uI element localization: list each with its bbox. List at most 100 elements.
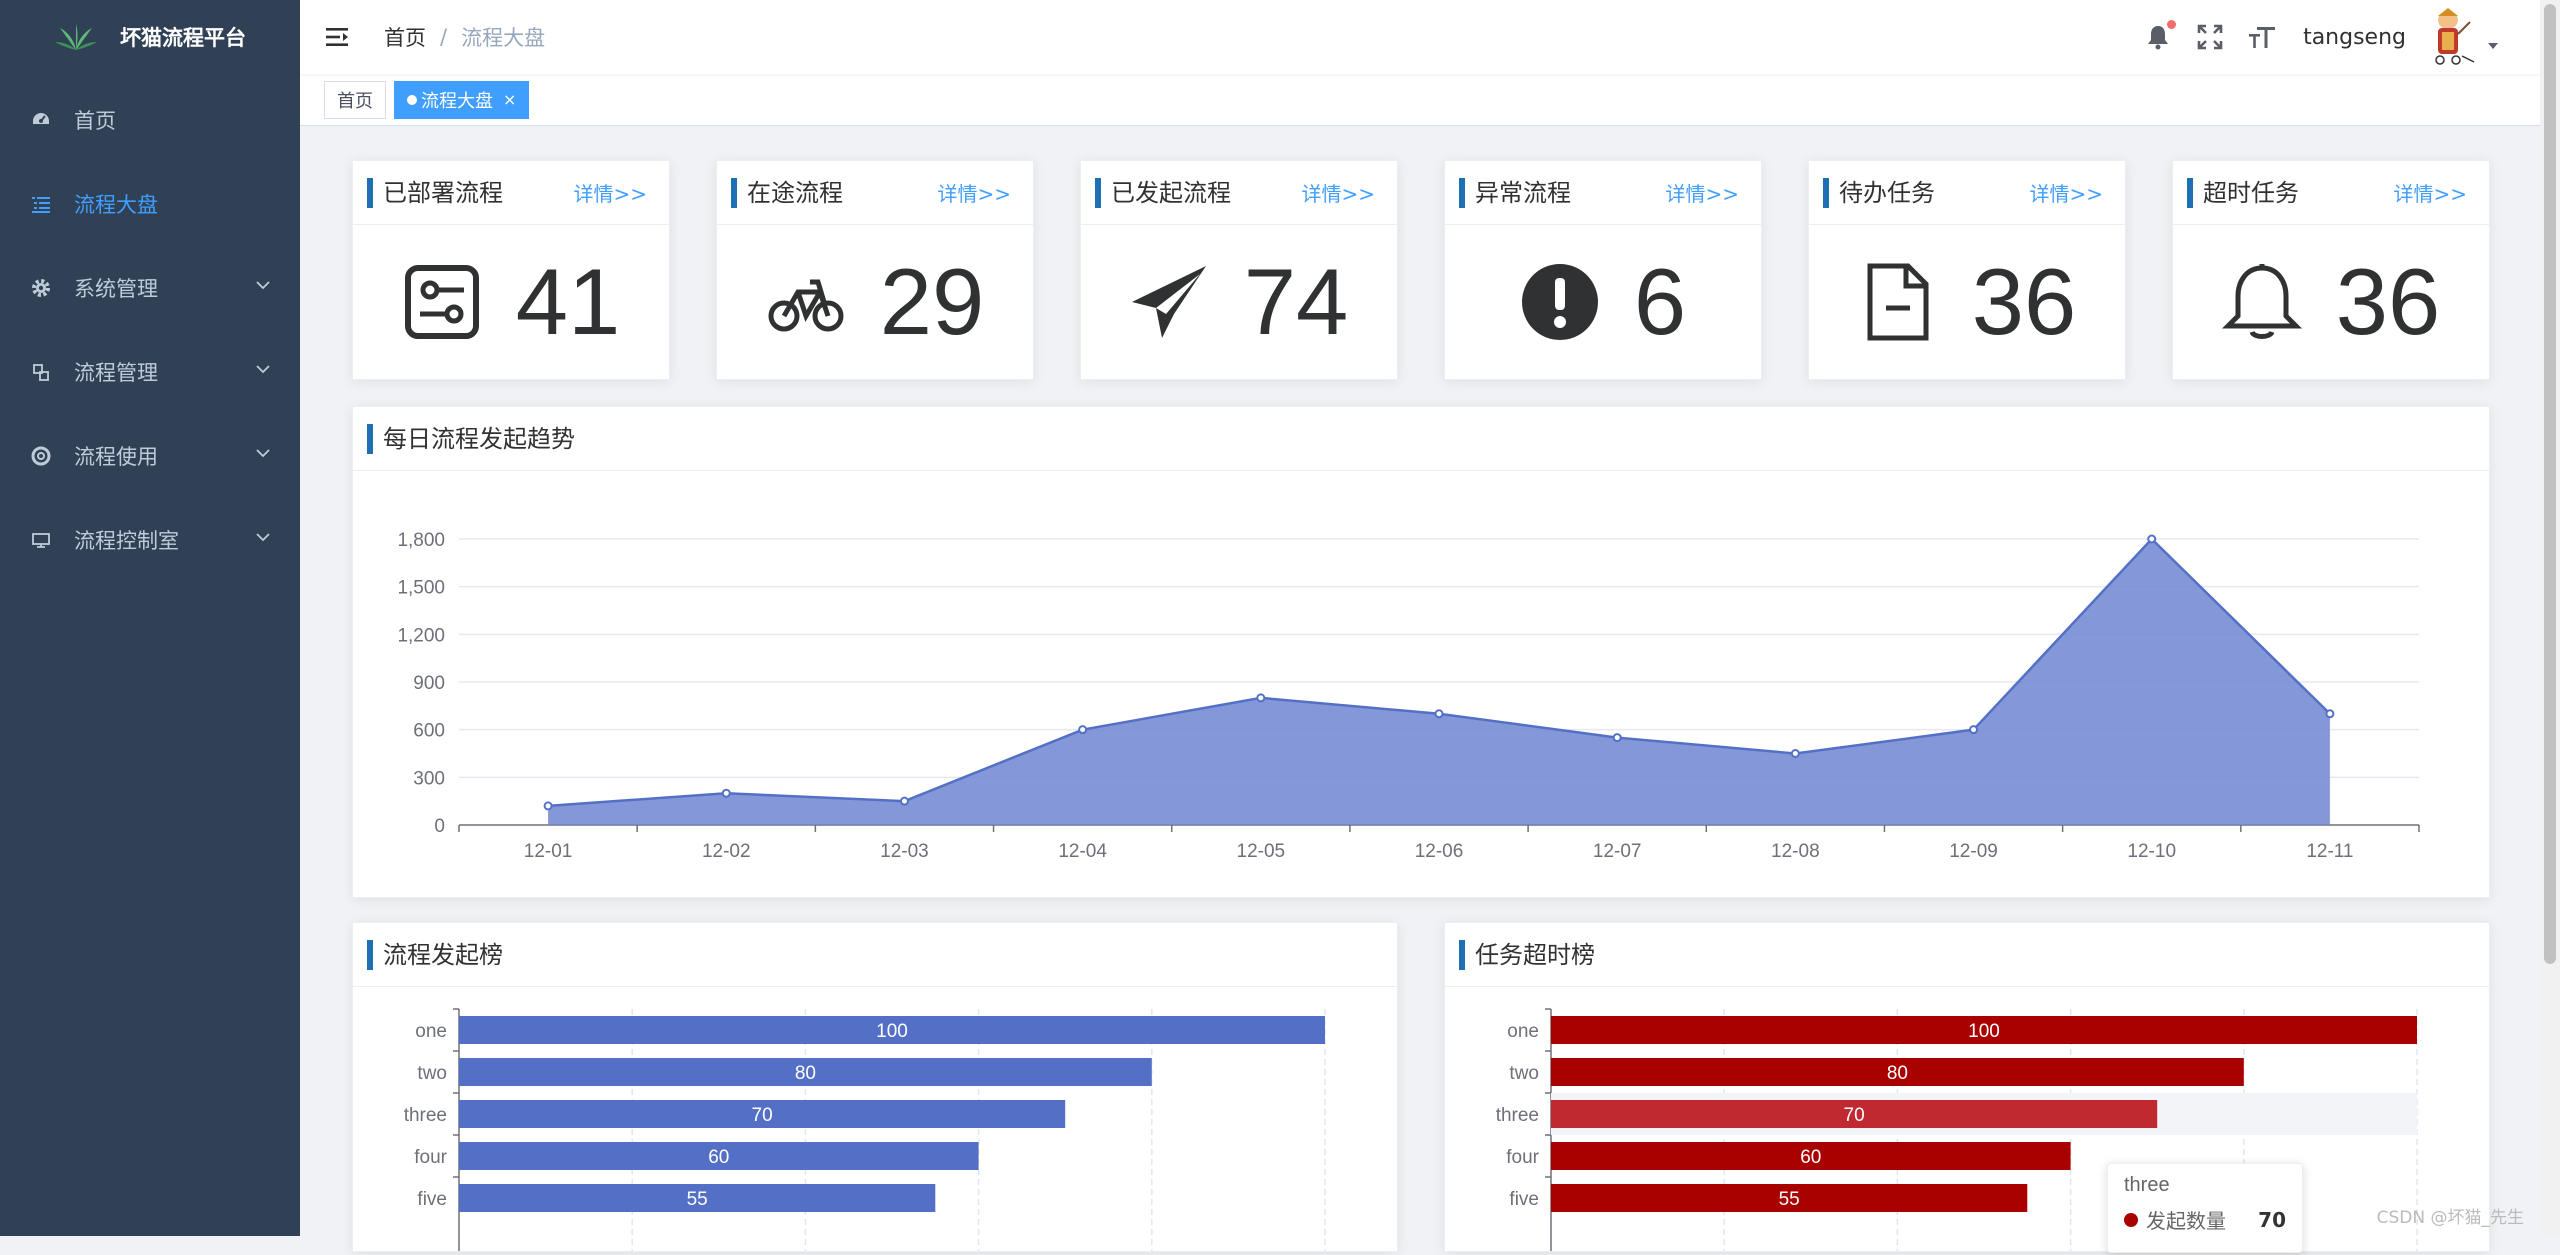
x-tick-label: 12-01 bbox=[524, 841, 573, 862]
y-tick-label: 1,800 bbox=[397, 530, 445, 551]
close-icon[interactable]: × bbox=[503, 90, 517, 109]
tag-dashboard[interactable]: 流程大盘 × bbox=[394, 80, 530, 119]
bar bbox=[1551, 1058, 2244, 1086]
y-tick-label: three bbox=[404, 1105, 447, 1126]
chevron-down-icon bbox=[256, 281, 270, 290]
data-point bbox=[1612, 733, 1622, 743]
caret-down-icon[interactable] bbox=[2486, 41, 2500, 51]
username[interactable]: tangseng bbox=[2303, 24, 2406, 50]
x-tick-label: 12-05 bbox=[1237, 841, 1286, 862]
card-title: 流程发起榜 bbox=[367, 939, 503, 970]
detail-link[interactable]: 详情>> bbox=[2393, 182, 2467, 206]
bar bbox=[1551, 1016, 2417, 1044]
detail-link[interactable]: 详情>> bbox=[937, 182, 1011, 206]
detail-link[interactable]: 详情>> bbox=[1665, 182, 1739, 206]
y-tick-label: two bbox=[417, 1063, 447, 1084]
avatar[interactable] bbox=[2418, 6, 2478, 68]
rank-start-chart: one 100 two 80 three 70 four 60 five 55 bbox=[404, 1008, 1326, 1251]
lifebuoy-icon bbox=[30, 445, 52, 467]
bar-value-label: 80 bbox=[795, 1063, 816, 1084]
data-point bbox=[1969, 725, 1979, 735]
trend-chart: 0 300 600 900 1,200 1,500 1,800 12-01 12-02 12-03… bbox=[397, 530, 2420, 862]
rank-start-card: 流程发起榜 one 100 two 80 three 70 four 60 five 55 bbox=[352, 922, 1398, 1252]
bell-icon[interactable] bbox=[2143, 20, 2177, 52]
sidebar-item-home[interactable]: 首页 bbox=[0, 78, 300, 162]
monitor-icon bbox=[30, 529, 52, 551]
stat-card: 异常流程 详情>> 6 bbox=[1444, 160, 1762, 380]
bar bbox=[459, 1016, 1325, 1044]
y-tick-label: four bbox=[414, 1147, 447, 1168]
bar bbox=[459, 1142, 979, 1170]
sidebar-item-label: 首页 bbox=[74, 109, 116, 133]
fullscreen-icon[interactable] bbox=[2195, 22, 2225, 52]
breadcrumb-home[interactable]: 首页 bbox=[384, 26, 426, 50]
tooltip-series: 发起数量 bbox=[2146, 1209, 2226, 1233]
sidebar: 坏猫流程平台 首页 流程大盘 系统管理 流程管理 bbox=[0, 0, 300, 1236]
logo[interactable]: 坏猫流程平台 bbox=[0, 0, 300, 74]
detail-link[interactable]: 详情>> bbox=[2029, 182, 2103, 206]
tooltip-marker bbox=[2124, 1212, 2138, 1227]
chevron-down-icon bbox=[256, 449, 270, 458]
breadcrumb: 首页 / 流程大盘 bbox=[384, 22, 545, 52]
data-point bbox=[2147, 534, 2157, 544]
bar-value-label: 80 bbox=[1887, 1063, 1908, 1084]
stat-card: 在途流程 详情>> 29 bbox=[716, 160, 1034, 380]
scrollbar-thumb[interactable] bbox=[2544, 4, 2556, 964]
y-tick-label: 1,500 bbox=[397, 578, 445, 599]
stat-value: 29 bbox=[879, 249, 985, 354]
sidebar-item-label: 流程使用 bbox=[74, 445, 158, 469]
breadcrumb-separator: / bbox=[440, 25, 448, 49]
stat-card: 超时任务 详情>> 36 bbox=[2172, 160, 2490, 380]
settings-panel-icon bbox=[404, 265, 479, 339]
x-tick-label: 12-04 bbox=[1058, 841, 1107, 862]
stat-value: 36 bbox=[1971, 249, 2077, 354]
tag-home[interactable]: 首页 bbox=[324, 80, 386, 119]
y-tick-label: 600 bbox=[413, 721, 445, 742]
sidebar-item-dashboard[interactable]: 流程大盘 bbox=[0, 162, 300, 246]
chevron-down-icon bbox=[256, 533, 270, 542]
dashboard-icon bbox=[30, 109, 52, 131]
data-point bbox=[721, 788, 731, 798]
sidebar-item-label: 流程控制室 bbox=[74, 529, 179, 553]
sidebar-item-process-use[interactable]: 流程使用 bbox=[0, 414, 300, 498]
hamburger-icon[interactable] bbox=[326, 26, 350, 48]
card-title: 待办任务 bbox=[1823, 177, 1935, 208]
bar-value-label: 70 bbox=[1844, 1105, 1865, 1126]
scrollbar[interactable] bbox=[2540, 0, 2560, 1236]
bar bbox=[1551, 1142, 2071, 1170]
y-tick-label: one bbox=[1507, 1021, 1539, 1042]
bar-value-label: 70 bbox=[752, 1105, 773, 1126]
bar bbox=[459, 1100, 1066, 1128]
stat-card: 待办任务 详情>> 36 bbox=[1808, 160, 2126, 380]
document-icon bbox=[1867, 263, 1929, 341]
x-tick-label: 12-08 bbox=[1771, 841, 1820, 862]
sidebar-item-label: 系统管理 bbox=[74, 277, 158, 301]
detail-link[interactable]: 详情>> bbox=[1301, 182, 1375, 206]
x-tick-label: 12-02 bbox=[702, 841, 751, 862]
bar bbox=[459, 1058, 1152, 1086]
tooltip-category: three bbox=[2124, 1174, 2170, 1196]
sidebar-item-system[interactable]: 系统管理 bbox=[0, 246, 300, 330]
flow-icon bbox=[30, 361, 52, 383]
detail-link[interactable]: 详情>> bbox=[573, 182, 647, 206]
y-tick-label: 1,200 bbox=[397, 625, 445, 646]
leaf-logo-icon bbox=[55, 24, 97, 50]
sidebar-item-label: 流程管理 bbox=[74, 361, 158, 385]
bar-value-label: 55 bbox=[687, 1189, 708, 1210]
navbar: 首页 / 流程大盘 tangseng bbox=[300, 0, 2540, 74]
stat-value: 6 bbox=[1633, 249, 1687, 354]
data-point bbox=[1256, 693, 1266, 703]
x-tick-label: 12-07 bbox=[1593, 841, 1642, 862]
stat-value: 36 bbox=[2335, 249, 2441, 354]
sidebar-item-process-manage[interactable]: 流程管理 bbox=[0, 330, 300, 414]
data-point bbox=[2325, 709, 2335, 719]
exclamation-icon bbox=[1521, 264, 1598, 340]
card-title: 异常流程 bbox=[1459, 177, 1571, 208]
sidebar-item-process-control[interactable]: 流程控制室 bbox=[0, 498, 300, 582]
sidebar-item-label: 流程大盘 bbox=[74, 193, 158, 217]
y-tick-label: one bbox=[415, 1021, 447, 1042]
data-point bbox=[899, 796, 909, 806]
chart-tooltip: three 发起数量 70 bbox=[2107, 1163, 2303, 1253]
bar bbox=[459, 1184, 936, 1212]
font-size-icon[interactable] bbox=[2247, 22, 2277, 52]
